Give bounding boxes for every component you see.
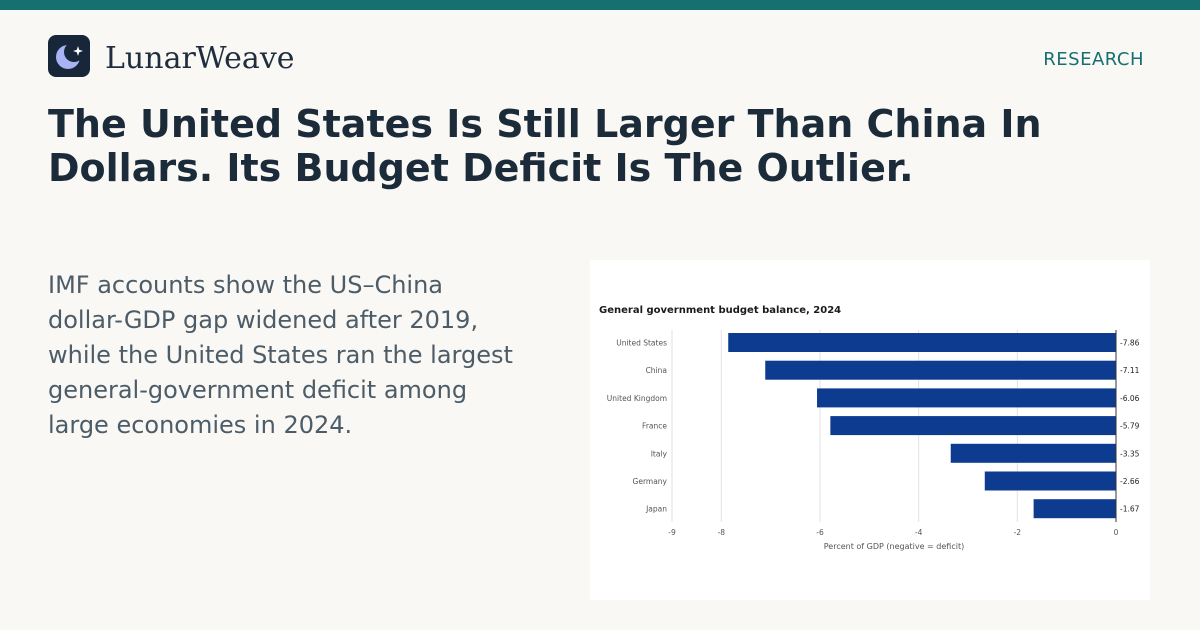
bar xyxy=(817,388,1116,408)
y-category-label: China xyxy=(646,366,667,375)
chart-card: General government budget balance, 2024 … xyxy=(590,260,1150,600)
bar xyxy=(728,333,1116,352)
y-category-label: United States xyxy=(616,339,667,348)
x-tick-label: 0 xyxy=(1114,528,1119,537)
bar-value-label: -6.06 xyxy=(1120,394,1140,403)
bar xyxy=(1033,499,1116,519)
y-category-label: Germany xyxy=(633,477,668,486)
top-accent-bar xyxy=(0,0,1200,10)
y-category-label: Italy xyxy=(651,449,668,458)
bar xyxy=(984,471,1116,491)
section-tag[interactable]: RESEARCH xyxy=(1043,49,1144,70)
y-category-label: Japan xyxy=(645,505,667,514)
bar-value-label: -1.67 xyxy=(1120,505,1140,514)
bar-value-label: -5.79 xyxy=(1120,422,1140,431)
budget-balance-chart: General government budget balance, 2024 … xyxy=(590,290,1150,570)
chart-bars xyxy=(728,333,1116,519)
brand-logo xyxy=(48,35,90,77)
article-summary: IMF accounts show the US–China dollar-GD… xyxy=(48,271,513,439)
chart-title: General government budget balance, 2024 xyxy=(599,305,841,316)
bar-value-label: -7.86 xyxy=(1120,339,1140,348)
bar-value-label: -3.35 xyxy=(1120,449,1140,458)
bar xyxy=(950,443,1116,463)
x-tick-label: -8 xyxy=(718,528,726,537)
x-tick-label: -4 xyxy=(915,528,923,537)
page-title: The United States Is Still Larger Than C… xyxy=(48,102,1042,190)
x-tick-label: -9 xyxy=(668,528,676,537)
y-category-label: United Kingdom xyxy=(607,394,667,403)
x-tick-label: -2 xyxy=(1014,528,1022,537)
crescent-moon-sparkle-icon xyxy=(56,42,84,69)
brand-name[interactable]: LunarWeave xyxy=(105,41,295,76)
bar xyxy=(765,360,1116,380)
bar xyxy=(830,416,1116,436)
x-tick-label: -6 xyxy=(816,528,824,537)
bar-value-label: -2.66 xyxy=(1120,477,1140,486)
y-category-label: France xyxy=(642,422,667,431)
x-axis-label: Percent of GDP (negative = deficit) xyxy=(824,542,964,551)
chart-labels: -9 -8 -6 -4 -2 0 United States -7.86 China -7.11 U… xyxy=(607,330,1140,537)
bar-value-label: -7.11 xyxy=(1120,366,1140,375)
